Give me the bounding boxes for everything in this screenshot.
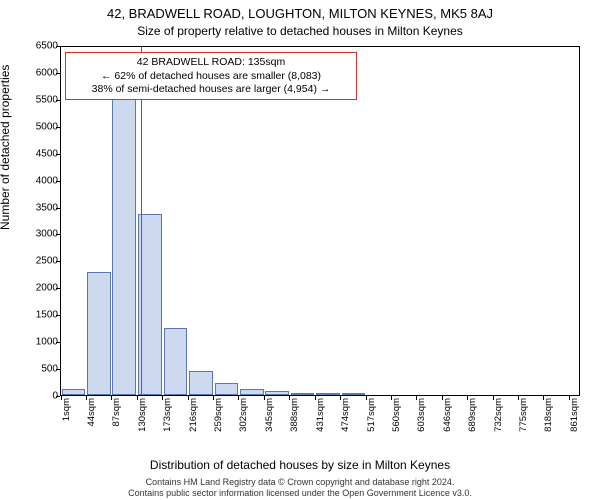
y-tick-label: 2000: [18, 283, 58, 294]
histogram-bar: [87, 272, 111, 395]
y-tick-label: 4500: [18, 148, 58, 159]
y-tick-label: 0: [18, 391, 58, 402]
x-tick-label: 732sqm: [493, 398, 504, 448]
y-tick-label: 3500: [18, 202, 58, 213]
x-tick-label: 861sqm: [569, 398, 580, 448]
histogram-bar: [138, 214, 162, 395]
y-axis-label: Number of detached properties: [0, 65, 12, 230]
x-tick-label: 87sqm: [111, 398, 122, 448]
x-tick-label: 775sqm: [518, 398, 529, 448]
y-tick-label: 3000: [18, 229, 58, 240]
chart-title-main: 42, BRADWELL ROAD, LOUGHTON, MILTON KEYN…: [0, 6, 600, 21]
annotation-line: ← 62% of detached houses are smaller (8,…: [72, 70, 350, 83]
x-tick-label: 646sqm: [442, 398, 453, 448]
plot-area: 42 BRADWELL ROAD: 135sqm← 62% of detache…: [60, 46, 580, 396]
x-tick-label: 818sqm: [543, 398, 554, 448]
footer-line2: Contains public sector information licen…: [0, 488, 600, 498]
x-tick-label: 173sqm: [162, 398, 173, 448]
x-tick-label: 345sqm: [264, 398, 275, 448]
x-tick-label: 1sqm: [61, 398, 72, 448]
x-tick-label: 216sqm: [188, 398, 199, 448]
footer-line1: Contains HM Land Registry data © Crown c…: [0, 477, 600, 487]
y-tick-label: 6500: [18, 41, 58, 52]
x-axis-label: Distribution of detached houses by size …: [0, 458, 600, 472]
x-tick-label: 130sqm: [137, 398, 148, 448]
x-tick-label: 259sqm: [213, 398, 224, 448]
histogram-bar: [316, 393, 340, 395]
histogram-bar: [342, 393, 366, 395]
x-tick-label: 689sqm: [467, 398, 478, 448]
histogram-bar: [291, 393, 315, 395]
x-tick-label: 388sqm: [289, 398, 300, 448]
y-tick-label: 5000: [18, 121, 58, 132]
chart-title-sub: Size of property relative to detached ho…: [0, 24, 600, 38]
y-tick-label: 6000: [18, 67, 58, 78]
x-tick-label: 560sqm: [391, 398, 402, 448]
histogram-bar: [215, 383, 239, 395]
histogram-bar: [62, 389, 86, 395]
y-tick-label: 1500: [18, 310, 58, 321]
y-tick-label: 2500: [18, 256, 58, 267]
annotation-line: 38% of semi-detached houses are larger (…: [72, 83, 350, 96]
y-tick-label: 5500: [18, 94, 58, 105]
y-tick-label: 4000: [18, 175, 58, 186]
histogram-bar: [164, 328, 188, 395]
x-tick-label: 517sqm: [366, 398, 377, 448]
x-tick-label: 431sqm: [315, 398, 326, 448]
reference-annotation: 42 BRADWELL ROAD: 135sqm← 62% of detache…: [65, 52, 357, 99]
x-tick-label: 474sqm: [340, 398, 351, 448]
histogram-bar: [112, 97, 136, 395]
footer-attribution: Contains HM Land Registry data © Crown c…: [0, 477, 600, 498]
y-tick-label: 1000: [18, 337, 58, 348]
x-tick-label: 603sqm: [416, 398, 427, 448]
histogram-bar: [189, 371, 213, 395]
x-tick-label: 44sqm: [86, 398, 97, 448]
y-tick-label: 500: [18, 364, 58, 375]
histogram-bar: [240, 389, 264, 395]
x-tick-label: 302sqm: [238, 398, 249, 448]
histogram-bar: [265, 391, 289, 395]
annotation-line: 42 BRADWELL ROAD: 135sqm: [72, 56, 350, 69]
